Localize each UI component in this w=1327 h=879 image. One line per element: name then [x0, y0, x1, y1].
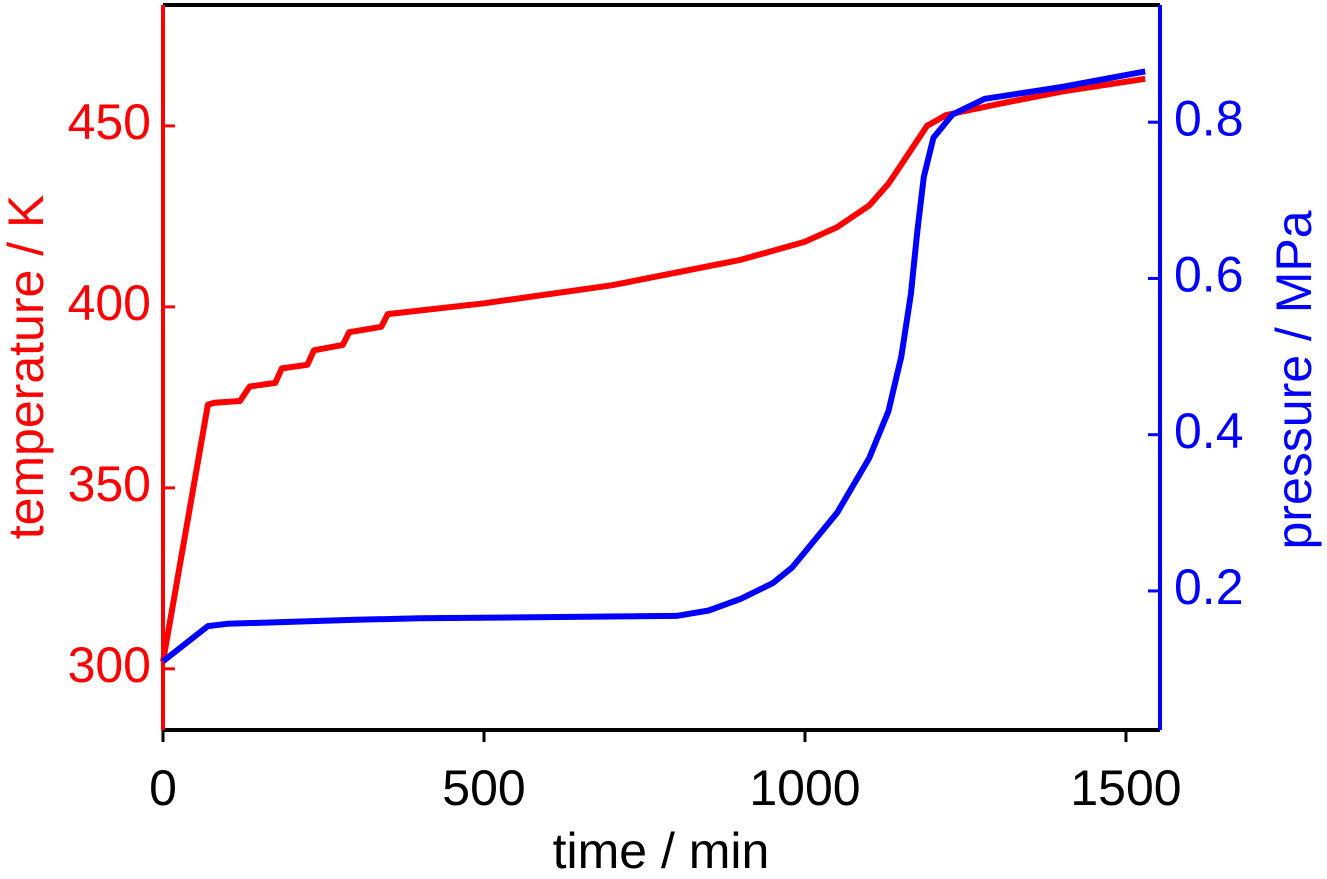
y-tick-label: 450	[68, 94, 151, 150]
y-tick-label: 400	[68, 275, 151, 331]
y2-tick-label: 0.2	[1174, 559, 1244, 615]
x-tick-label: 500	[442, 760, 525, 816]
y-tick-label: 350	[68, 456, 151, 512]
y-tick-label: 300	[68, 637, 151, 693]
line-y	[160, 75, 1146, 663]
line-y2	[161, 68, 1146, 664]
x-tick-label: 1000	[749, 760, 860, 816]
y2-tick-label: 0.8	[1174, 90, 1244, 146]
y2-axis-title: pressure / MPa	[1266, 210, 1322, 549]
y2-tick-label: 0.4	[1174, 403, 1244, 459]
x-axis-title: time / min	[553, 823, 770, 879]
x-tick-label: 1500	[1070, 760, 1181, 816]
y-axis-title: temperature / K	[0, 195, 54, 540]
y2-tick-label: 0.6	[1174, 247, 1244, 303]
x-tick-label: 0	[149, 760, 177, 816]
